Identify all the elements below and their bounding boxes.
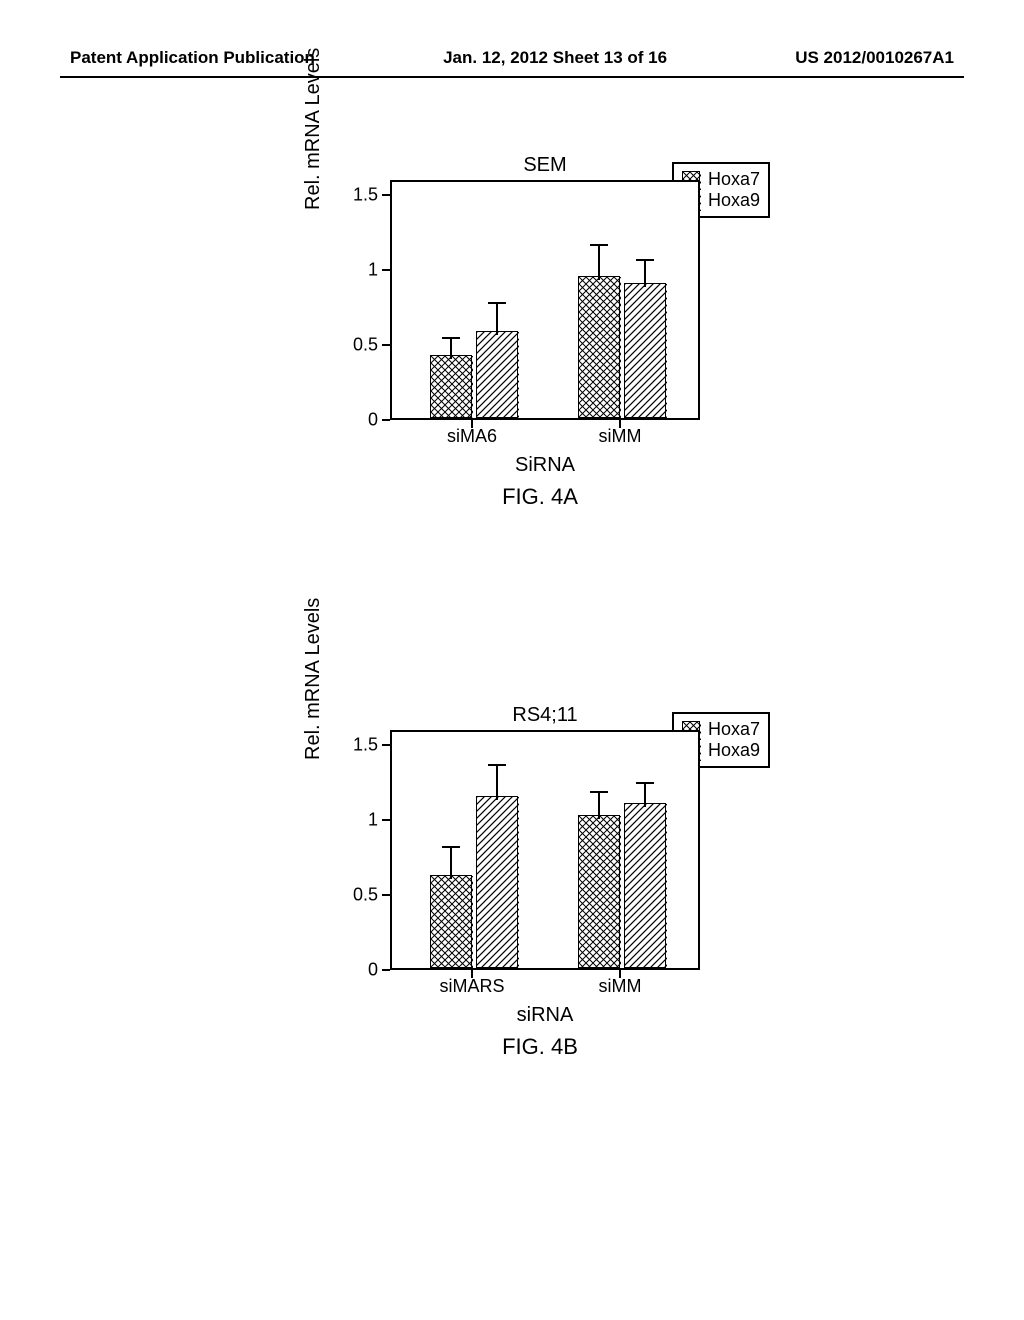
- error-cap: [488, 764, 506, 766]
- error-bar: [644, 259, 646, 288]
- error-cap: [442, 846, 460, 848]
- x-tick-mark: [471, 420, 473, 428]
- x-tick-mark: [619, 420, 621, 428]
- y-tick-mark: [382, 344, 390, 346]
- y-tick-mark: [382, 419, 390, 421]
- y-tick-mark: [382, 269, 390, 271]
- bar-hoxa9: [476, 331, 518, 418]
- error-bar: [644, 782, 646, 808]
- error-bar: [598, 244, 600, 280]
- chart-title-4b: RS4;11: [390, 704, 700, 727]
- legend-label: Hoxa9: [708, 740, 760, 761]
- bar-hoxa9: [476, 796, 518, 969]
- error-bar: [598, 791, 600, 820]
- x-tick-label: siMA6: [447, 426, 497, 447]
- chart-4a: SEM Hoxa7 Hoxa9 Rel. mRNA Levels SiRNA 0…: [320, 150, 760, 470]
- bar-hoxa7: [578, 815, 620, 968]
- header-left: Patent Application Publication: [70, 48, 315, 68]
- y-axis-label: Rel. mRNA Levels: [302, 48, 325, 210]
- figure-caption-4a: FIG. 4A: [320, 484, 760, 510]
- x-tick-label: siMARS: [439, 976, 504, 997]
- y-tick-mark: [382, 744, 390, 746]
- error-cap: [488, 302, 506, 304]
- bar-hoxa7: [578, 276, 620, 419]
- error-cap: [442, 337, 460, 339]
- error-cap: [636, 259, 654, 261]
- y-tick-mark: [382, 819, 390, 821]
- error-cap: [636, 782, 654, 784]
- chart-title-4a: SEM: [390, 154, 700, 177]
- x-axis-label: siRNA: [390, 1004, 700, 1027]
- y-axis-label: Rel. mRNA Levels: [302, 598, 325, 760]
- bar-hoxa7: [430, 355, 472, 418]
- error-bar: [496, 764, 498, 800]
- x-tick-label: siMM: [599, 426, 642, 447]
- figure-4a: SEM Hoxa7 Hoxa9 Rel. mRNA Levels SiRNA 0…: [190, 150, 830, 510]
- plot-area-4a: [390, 180, 700, 420]
- error-bar: [450, 846, 452, 879]
- bar-hoxa9: [624, 803, 666, 968]
- plot-area-4b: [390, 730, 700, 970]
- error-cap: [590, 791, 608, 793]
- legend-label: Hoxa7: [708, 719, 760, 740]
- y-tick-mark: [382, 969, 390, 971]
- figure-4b: RS4;11 Hoxa7 Hoxa9 Rel. mRNA Levels siRN…: [190, 700, 830, 1060]
- x-tick-label: siMM: [599, 976, 642, 997]
- bar-hoxa7: [430, 875, 472, 968]
- y-tick-mark: [382, 194, 390, 196]
- legend-label: Hoxa7: [708, 169, 760, 190]
- error-bar: [496, 302, 498, 335]
- bar-hoxa9: [624, 283, 666, 418]
- header-rule: [60, 76, 964, 78]
- error-cap: [590, 244, 608, 246]
- error-bar: [450, 337, 452, 360]
- header-center: Jan. 12, 2012 Sheet 13 of 16: [443, 48, 667, 68]
- page-header: Patent Application Publication Jan. 12, …: [0, 48, 1024, 68]
- figure-caption-4b: FIG. 4B: [320, 1034, 760, 1060]
- y-tick-mark: [382, 894, 390, 896]
- x-tick-mark: [619, 970, 621, 978]
- header-right: US 2012/0010267A1: [795, 48, 954, 68]
- legend-label: Hoxa9: [708, 190, 760, 211]
- x-tick-mark: [471, 970, 473, 978]
- x-axis-label: SiRNA: [390, 454, 700, 477]
- chart-4b: RS4;11 Hoxa7 Hoxa9 Rel. mRNA Levels siRN…: [320, 700, 760, 1020]
